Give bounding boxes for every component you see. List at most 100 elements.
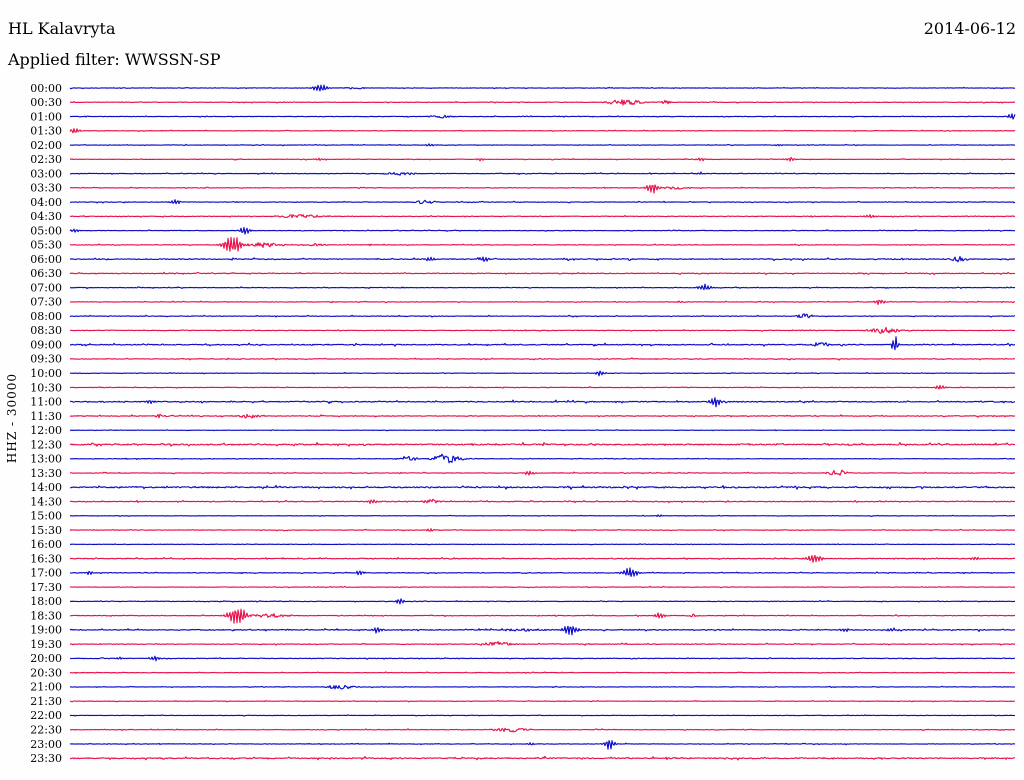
- time-label: 01:00: [30, 110, 62, 123]
- trace-row: [69, 384, 1016, 390]
- time-label: 00:30: [30, 96, 62, 109]
- trace-row: [69, 255, 1016, 263]
- time-label: 14:00: [30, 481, 62, 494]
- time-label: 17:30: [30, 581, 62, 594]
- trace-row: [69, 413, 1016, 419]
- time-label: 12:30: [30, 438, 62, 451]
- station-title: HL Kalavryta: [8, 19, 116, 38]
- time-label: 14:30: [30, 495, 62, 508]
- trace-row: [69, 598, 1016, 605]
- time-label: 19:00: [30, 624, 62, 637]
- time-label: 05:30: [30, 239, 62, 252]
- trace-row: [69, 585, 1016, 589]
- trace-row: [70, 171, 1016, 176]
- time-label: 11:00: [30, 396, 62, 409]
- date-label: 2014-06-12: [923, 19, 1016, 38]
- trace-row: [69, 554, 1016, 563]
- time-label: 00:00: [30, 82, 62, 95]
- time-label: 03:30: [30, 182, 62, 195]
- time-label: 12:00: [30, 424, 62, 437]
- time-label: 08:00: [30, 310, 62, 323]
- time-label: 09:00: [30, 339, 62, 352]
- time-label: 02:30: [30, 153, 62, 166]
- time-label: 04:00: [30, 196, 62, 209]
- time-label: 21:30: [30, 695, 62, 708]
- time-label: 08:30: [30, 324, 62, 337]
- trace-row: [69, 740, 1016, 750]
- time-label: 23:00: [30, 738, 62, 751]
- trace-row: [69, 143, 1016, 147]
- time-label: 10:00: [30, 367, 62, 380]
- trace-row: [69, 336, 1016, 351]
- time-label: 06:00: [30, 253, 62, 266]
- time-label: 07:00: [30, 281, 62, 294]
- trace-row: [69, 567, 1016, 577]
- trace-row: [69, 699, 1016, 703]
- trace-row: [69, 271, 1016, 276]
- trace-row: [69, 469, 1016, 476]
- trace-row: [69, 214, 1016, 219]
- trace-row: [69, 236, 1016, 252]
- trace-row: [69, 299, 1016, 306]
- trace-row: [69, 226, 1016, 235]
- time-label: 13:00: [30, 453, 62, 466]
- time-label: 16:00: [30, 538, 62, 551]
- time-label: 20:30: [30, 667, 62, 680]
- trace-row: [69, 608, 1016, 624]
- trace-row: [69, 199, 1016, 205]
- trace-row: [69, 113, 1016, 120]
- time-label: 22:30: [30, 724, 62, 737]
- trace-row: [70, 755, 1016, 761]
- time-label: 21:00: [30, 681, 62, 694]
- trace-row: [69, 498, 1016, 505]
- time-label: 23:30: [30, 752, 62, 765]
- trace-row: [69, 684, 1016, 690]
- trace-row: [69, 184, 1016, 194]
- trace-row: [69, 283, 1016, 291]
- trace-row: [69, 671, 1016, 674]
- time-label: 02:00: [30, 139, 62, 152]
- time-label: 15:30: [30, 524, 62, 537]
- trace-row: [69, 543, 1016, 546]
- trace-row: [69, 313, 1016, 319]
- time-label: 04:30: [30, 210, 62, 223]
- trace-row: [69, 128, 1016, 134]
- trace-row: [69, 370, 1016, 377]
- time-label: 20:00: [30, 652, 62, 665]
- time-label: 22:00: [30, 709, 62, 722]
- trace-row: [69, 641, 1016, 646]
- trace-row: [69, 528, 1016, 532]
- time-label: 19:30: [30, 638, 62, 651]
- time-label: 07:30: [30, 296, 62, 309]
- trace-row: [69, 429, 1016, 432]
- trace-row: [69, 156, 1016, 162]
- applied-filter-label: Applied filter: WWSSN-SP: [8, 50, 221, 69]
- trace-row: [69, 84, 1016, 92]
- time-label: 18:30: [30, 609, 62, 622]
- trace-row: [69, 453, 1016, 464]
- time-label: 06:30: [30, 267, 62, 280]
- trace-row: [69, 484, 1016, 490]
- time-label: 15:00: [30, 510, 62, 523]
- time-label: 16:30: [30, 552, 62, 565]
- trace-row: [69, 397, 1016, 408]
- time-label: 10:30: [30, 381, 62, 394]
- trace-row: [69, 99, 1016, 106]
- trace-row: [69, 326, 1015, 334]
- time-label: 18:00: [30, 595, 62, 608]
- time-label: 03:00: [30, 167, 62, 180]
- trace-row: [69, 655, 1016, 662]
- time-label: 09:30: [30, 353, 62, 366]
- trace-row: [69, 514, 1016, 518]
- trace-row: [69, 357, 1016, 361]
- trace-row: [69, 625, 1016, 636]
- time-label: 13:30: [30, 467, 62, 480]
- time-label: 17:00: [30, 567, 62, 580]
- trace-row: [69, 714, 1016, 717]
- time-label: 05:00: [30, 224, 62, 237]
- time-label: 01:30: [30, 125, 62, 138]
- trace-row: [69, 441, 1016, 447]
- time-label: 11:30: [30, 410, 62, 423]
